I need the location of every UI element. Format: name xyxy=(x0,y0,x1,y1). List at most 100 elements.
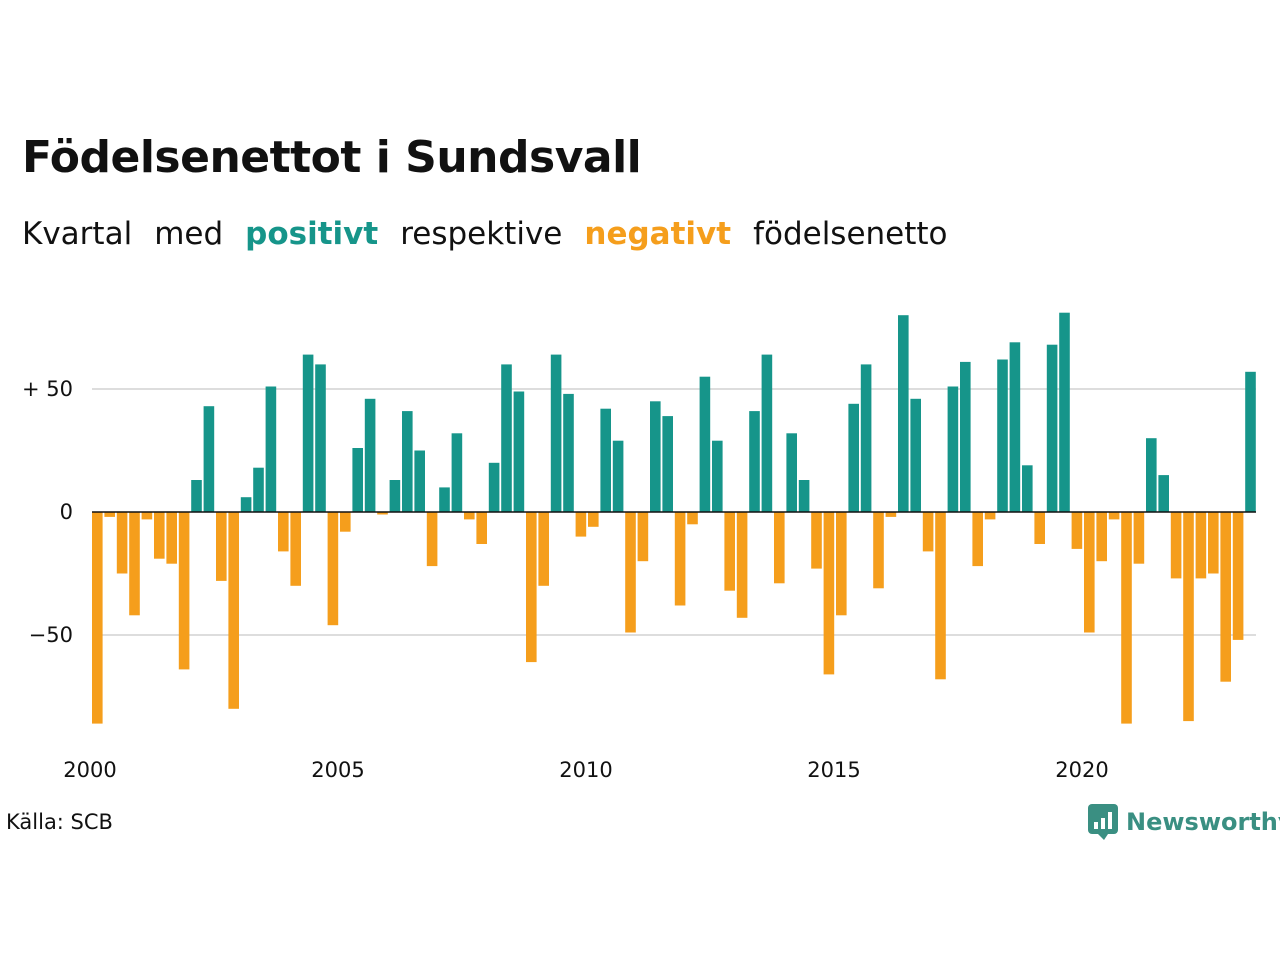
bar-q11 xyxy=(216,512,227,581)
bar-q84 xyxy=(1121,512,1132,724)
bar-q62 xyxy=(848,403,859,512)
bar-q93 xyxy=(1232,512,1244,640)
bar-q85 xyxy=(1133,512,1145,564)
bar-q60 xyxy=(823,512,835,675)
bar-q7 xyxy=(166,512,177,564)
bar-q2 xyxy=(104,512,115,517)
bar-q21 xyxy=(340,512,351,532)
bar-q41 xyxy=(588,512,599,527)
bar-q78 xyxy=(1046,344,1058,512)
bar-q59 xyxy=(811,512,822,569)
bar-q69 xyxy=(935,512,946,680)
bar-q61 xyxy=(836,512,847,616)
bar-q83 xyxy=(1108,512,1120,520)
bar-q50 xyxy=(699,376,711,512)
bar-q8 xyxy=(178,512,190,670)
y-tick-label: + 50 xyxy=(22,377,73,401)
bar-q91 xyxy=(1208,512,1219,574)
bar-q55 xyxy=(761,354,773,512)
x-tick-label-2015: 2015 xyxy=(807,758,860,782)
bar-q42 xyxy=(600,408,611,512)
bar-q29 xyxy=(439,487,450,512)
bar-q39 xyxy=(563,393,574,512)
bar-q74 xyxy=(997,359,1008,512)
x-tick-label-2005: 2005 xyxy=(311,758,364,782)
bar-q44 xyxy=(625,512,636,633)
bar-q63 xyxy=(860,364,872,512)
bar-q10 xyxy=(203,406,215,512)
bar-q76 xyxy=(1022,465,1033,512)
bar-q80 xyxy=(1071,512,1083,549)
subtitle-word-quarter: Kvartal xyxy=(22,216,133,252)
bar-q88 xyxy=(1170,512,1182,579)
bar-q75 xyxy=(1009,342,1021,512)
bar-q51 xyxy=(712,440,723,512)
bar-q43 xyxy=(612,440,624,512)
y-axis-labels: + 50 0 −50 xyxy=(22,377,73,647)
bar-q57 xyxy=(786,433,797,512)
bar-q3 xyxy=(116,512,128,574)
bar-q68 xyxy=(922,512,934,552)
bar-q19 xyxy=(315,364,326,512)
bar-q54 xyxy=(749,411,760,512)
bar-q56 xyxy=(774,512,785,584)
bar-q86 xyxy=(1146,438,1157,512)
bar-q38 xyxy=(550,354,562,512)
y-tick-label: 0 xyxy=(60,500,73,524)
bar-q92 xyxy=(1220,512,1231,682)
x-tick-label-2010: 2010 xyxy=(559,758,612,782)
bar-q89 xyxy=(1183,512,1194,722)
bar-q53 xyxy=(736,512,748,618)
bar-q5 xyxy=(141,512,153,520)
chart-subtitle: Kvartal med positivt respektive negativt föde… xyxy=(22,216,970,252)
bar-q13 xyxy=(240,497,252,512)
bar-q15 xyxy=(265,386,277,512)
bar-q64 xyxy=(873,512,884,589)
bar-q49 xyxy=(687,512,698,525)
bar-q71 xyxy=(960,361,971,512)
bar-q6 xyxy=(154,512,165,559)
bar-q72 xyxy=(972,512,983,567)
bar-q18 xyxy=(302,354,314,512)
bar-q70 xyxy=(947,386,959,512)
bar-q22 xyxy=(352,448,363,512)
brand-name: Newsworthy xyxy=(1126,808,1280,836)
bar-q30 xyxy=(451,433,463,512)
bar-q26 xyxy=(402,411,413,512)
bar-q37 xyxy=(538,512,549,586)
bar-q46 xyxy=(650,401,661,512)
bar-q90 xyxy=(1195,512,1207,579)
bar-q94 xyxy=(1245,371,1256,512)
bar-chart: + 50 0 −50 2000 2005 2010 2015 2020 xyxy=(22,312,1256,782)
bar-q58 xyxy=(798,480,810,512)
bars xyxy=(92,312,1256,724)
bar-q36 xyxy=(526,512,537,663)
source-note: Källa: SCB xyxy=(6,810,113,834)
bar-q25 xyxy=(389,480,401,512)
bar-q20 xyxy=(327,512,339,626)
chart-title: Födelsenettot i Sundsvall xyxy=(22,132,642,183)
x-tick-label-2000: 2000 xyxy=(63,758,116,782)
bar-q9 xyxy=(191,480,202,512)
bar-q52 xyxy=(724,512,735,591)
bar-q35 xyxy=(513,391,525,512)
bar-q28 xyxy=(426,512,438,567)
bar-q23 xyxy=(364,398,376,512)
bar-q73 xyxy=(984,512,996,520)
subtitle-word-net-births: födelsenetto xyxy=(753,216,948,252)
bar-q40 xyxy=(575,512,587,537)
bar-q16 xyxy=(278,512,289,552)
bar-q81 xyxy=(1084,512,1095,633)
bar-q47 xyxy=(662,416,673,512)
bar-q34 xyxy=(501,364,512,512)
bar-q66 xyxy=(898,315,909,512)
bar-q1 xyxy=(92,512,103,724)
x-tick-label-2020: 2020 xyxy=(1055,758,1108,782)
subtitle-negative-label: negativt xyxy=(584,216,732,252)
bar-q65 xyxy=(885,512,897,517)
subtitle-word-respectively: respektive xyxy=(400,216,563,252)
bar-q27 xyxy=(414,450,425,512)
bar-q17 xyxy=(290,512,301,586)
brand-logo[interactable]: Newsworthy xyxy=(1088,804,1280,840)
subtitle-word-with: med xyxy=(154,216,224,252)
